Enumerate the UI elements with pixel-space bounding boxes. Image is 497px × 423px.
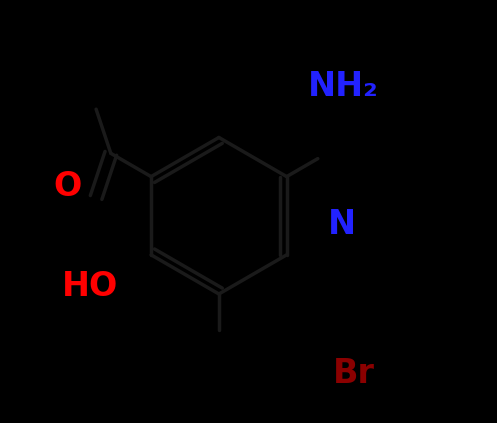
Text: NH₂: NH₂ [308,70,379,103]
Text: Br: Br [333,357,375,390]
Text: N: N [328,208,356,241]
Text: O: O [53,170,82,203]
Text: HO: HO [62,270,118,303]
